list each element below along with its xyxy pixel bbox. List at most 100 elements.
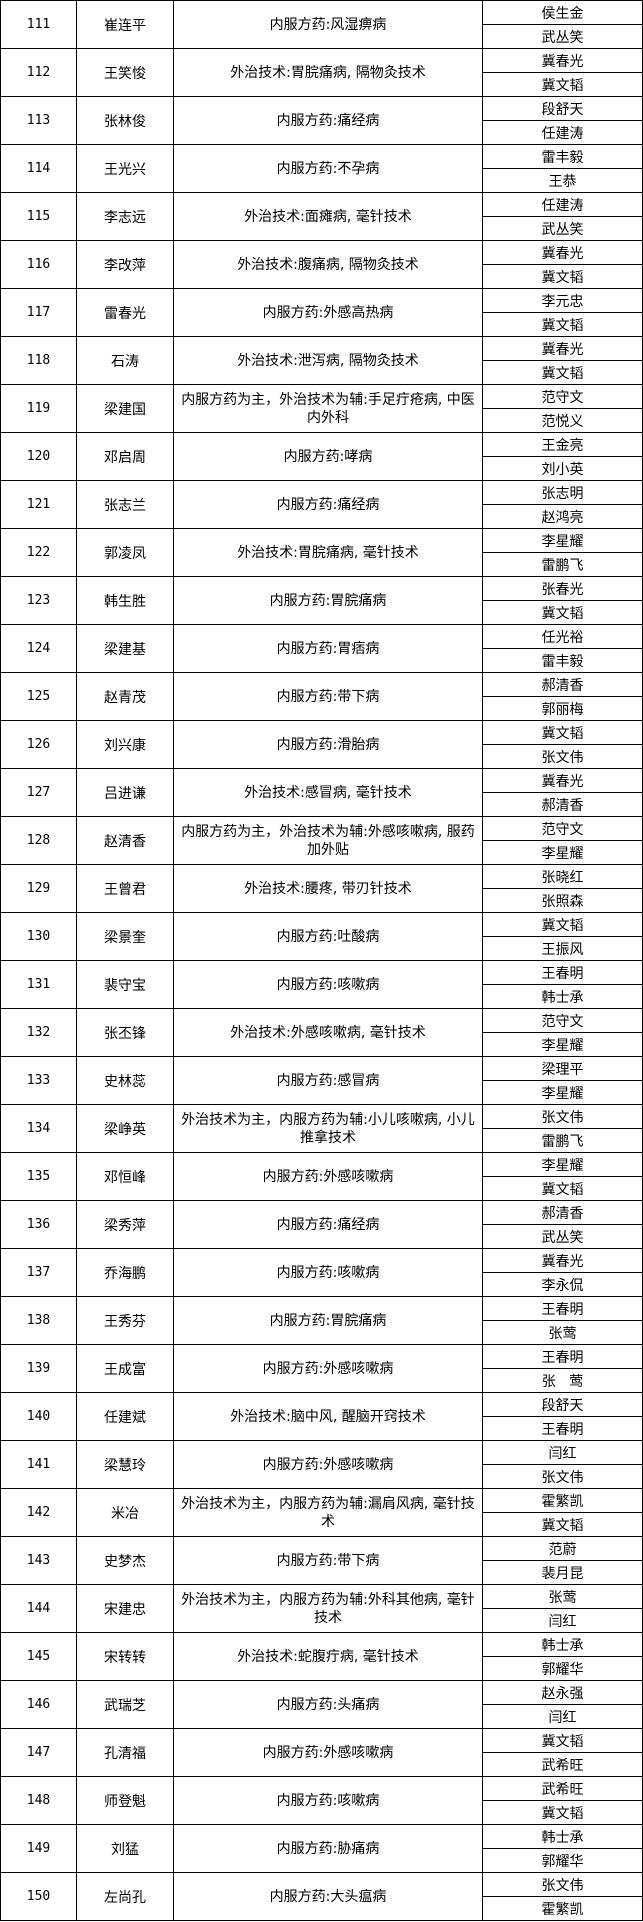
mentor-cell: 张春光 冀文韬 — [483, 577, 643, 624]
mentor-name: 冀文韬 — [483, 312, 642, 336]
student-name: 米冶 — [77, 1489, 174, 1536]
table-row: 140 任建斌 外治技术:脑中风, 醒脑开窍技术 段舒天 王春明 — [1, 1393, 643, 1441]
mentor-name: 武丛笑 — [483, 24, 642, 48]
mentor-cell: 韩士承 郭耀华 — [483, 1633, 643, 1680]
mentor-name: 任建涛 — [541, 197, 584, 214]
student-name: 石涛 — [77, 337, 174, 384]
row-number: 116 — [1, 241, 77, 288]
student-name: 师登魁 — [77, 1777, 174, 1824]
table-row: 136 梁秀萍 内服方药:痛经病 郝清香 武丛笑 — [1, 1201, 643, 1249]
table-row: 112 王笑悛 外治技术:胃脘痛病, 隔物灸技术 冀春光 冀文韬 — [1, 49, 643, 97]
row-number: 130 — [1, 913, 77, 960]
student-name: 赵清香 — [77, 817, 174, 864]
row-number: 127 — [1, 769, 77, 816]
mentor-name: 张文伟 — [541, 1877, 584, 1894]
mentor-cell: 王春明 韩士承 — [483, 961, 643, 1008]
mentor-cell: 郝清香 郭丽梅 — [483, 673, 643, 720]
student-name: 张志兰 — [77, 481, 174, 528]
mentor-name: 霍繁凯 — [483, 1896, 642, 1920]
table-row: 113 张林俊 内服方药:痛经病 段舒天 任建涛 — [1, 97, 643, 145]
training-content: 外治技术为主，内服方药为辅:小儿咳嗽病, 小儿推拿技术 — [174, 1105, 483, 1152]
table-row: 133 史林蕊 内服方药:感冒病 梁理平 李星耀 — [1, 1057, 643, 1105]
training-content: 内服方药:带下病 — [174, 673, 483, 720]
mentor-cell: 冀春光 李永侃 — [483, 1249, 643, 1296]
row-number: 145 — [1, 1633, 77, 1680]
mentor-cell: 霍繁凯 冀文韬 — [483, 1489, 643, 1536]
mentor-cell: 张文伟 霍繁凯 — [483, 1873, 643, 1920]
mentor-cell: 冀文韬 王振风 — [483, 913, 643, 960]
mentor-name: 赵永强 — [541, 1685, 584, 1702]
mentor-name: 李星耀 — [541, 1157, 584, 1174]
student-name: 韩生胜 — [77, 577, 174, 624]
table-row: 143 史梦杰 内服方药:带下病 范蔚 裴月昆 — [1, 1537, 643, 1585]
mentor-name: 李星耀 — [483, 1032, 642, 1056]
training-content: 内服方药:咳嗽病 — [174, 1777, 483, 1824]
mentor-cell: 郝清香 武丛笑 — [483, 1201, 643, 1248]
table-row: 129 王曾君 外治技术:腰疼, 带刃针技术 张晓红 张照森 — [1, 865, 643, 913]
mentor-name: 武丛笑 — [483, 1224, 642, 1248]
row-number: 120 — [1, 433, 77, 480]
table-row: 146 武瑞芝 内服方药:头痛病 赵永强 闫红 — [1, 1681, 643, 1729]
training-content: 内服方药:胁痛病 — [174, 1825, 483, 1872]
mentor-cell: 张莺 闫红 — [483, 1585, 643, 1632]
row-number: 142 — [1, 1489, 77, 1536]
table-row: 139 王成富 内服方药:外感咳嗽病 王春明张 莺 — [1, 1345, 643, 1393]
mentor-cell: 赵永强 闫红 — [483, 1681, 643, 1728]
mentor-name: 雷鹏飞 — [483, 552, 642, 576]
student-name: 梁秀萍 — [77, 1201, 174, 1248]
row-number: 146 — [1, 1681, 77, 1728]
mentor-name: 任光裕 — [541, 629, 584, 646]
student-name: 左尚孔 — [77, 1873, 174, 1920]
student-name: 王秀芬 — [77, 1297, 174, 1344]
mentor-cell: 王春明 张莺 — [483, 1297, 643, 1344]
mentor-cell: 冀文韬 武希旺 — [483, 1729, 643, 1776]
mentor-cell: 段舒天 王春明 — [483, 1393, 643, 1440]
table-row: 135 邓恒峰 内服方药:外感咳嗽病 李星耀 冀文韬 — [1, 1153, 643, 1201]
student-name: 王成富 — [77, 1345, 174, 1392]
student-name: 吕进谦 — [77, 769, 174, 816]
mentor-cell: 侯生金 武丛笑 — [483, 1, 643, 48]
row-number: 147 — [1, 1729, 77, 1776]
row-number: 149 — [1, 1825, 77, 1872]
mentor-cell: 范蔚 裴月昆 — [483, 1537, 643, 1584]
mentor-name: 张春光 — [541, 581, 584, 598]
mentor-name: 王春明 — [541, 965, 584, 982]
mentor-cell: 韩士承 郭耀华 — [483, 1825, 643, 1872]
table-row: 128 赵清香 内服方药为主，外治技术为辅:外感咳嗽病, 服药加外贴 范守文 李星耀 — [1, 817, 643, 865]
student-name: 梁峥英 — [77, 1105, 174, 1152]
student-name: 史林蕊 — [77, 1057, 174, 1104]
training-content: 内服方药:大头瘟病 — [174, 1873, 483, 1920]
student-name: 孔清福 — [77, 1729, 174, 1776]
student-name: 武瑞芝 — [77, 1681, 174, 1728]
training-content: 外治技术:腰疼, 带刃针技术 — [174, 865, 483, 912]
row-number: 139 — [1, 1345, 77, 1392]
mentor-cell: 梁理平 李星耀 — [483, 1057, 643, 1104]
row-number: 137 — [1, 1249, 77, 1296]
student-name: 梁慧玲 — [77, 1441, 174, 1488]
mentor-name: 郝清香 — [541, 677, 584, 694]
mentor-cell: 张文伟 雷鹏飞 — [483, 1105, 643, 1152]
student-name: 梁建国 — [77, 385, 174, 432]
training-content: 内服方药:胃脘痛病 — [174, 1297, 483, 1344]
row-number: 115 — [1, 193, 77, 240]
mentor-name: 冀春光 — [541, 245, 584, 262]
mentor-name: 雷丰毅 — [541, 149, 584, 166]
training-content: 内服方药:痛经病 — [174, 481, 483, 528]
row-number: 112 — [1, 49, 77, 96]
row-number: 141 — [1, 1441, 77, 1488]
mentor-name: 冀文韬 — [483, 600, 642, 624]
table-row: 145 宋转转 外治技术:蛇腹疔病, 毫针技术 韩士承 郭耀华 — [1, 1633, 643, 1681]
student-name: 张林俊 — [77, 97, 174, 144]
training-content: 内服方药为主，外治技术为辅:外感咳嗽病, 服药加外贴 — [174, 817, 483, 864]
student-name: 张丕锋 — [77, 1009, 174, 1056]
training-content: 内服方药:感冒病 — [174, 1057, 483, 1104]
training-content: 外治技术:脑中风, 醒脑开窍技术 — [174, 1393, 483, 1440]
mentor-name: 李星耀 — [483, 840, 642, 864]
mentor-name: 段舒天 — [541, 101, 584, 118]
mentor-cell: 段舒天 任建涛 — [483, 97, 643, 144]
mentor-name: 冀文韬 — [483, 360, 642, 384]
mentor-name: 郝清香 — [483, 792, 642, 816]
training-content: 内服方药:头痛病 — [174, 1681, 483, 1728]
training-content: 内服方药:痛经病 — [174, 1201, 483, 1248]
table-row: 120 邓启周 内服方药:哮病 王金亮 刘小英 — [1, 433, 643, 481]
